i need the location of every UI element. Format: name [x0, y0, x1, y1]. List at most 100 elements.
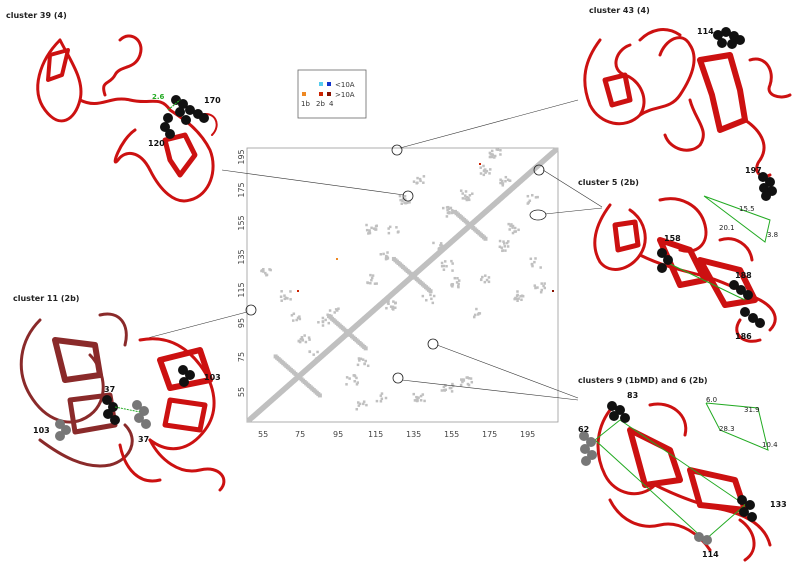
x-tick-155: 155 — [444, 430, 459, 439]
contact-blob — [489, 168, 492, 171]
contact-blob — [403, 201, 406, 204]
x-tick-135: 135 — [406, 430, 421, 439]
panel-title-c11: cluster 11 (2b) — [13, 294, 79, 303]
circle-c11 — [245, 304, 257, 316]
circle-c9a — [427, 338, 439, 350]
contact-blob — [401, 199, 404, 202]
contact-blob — [300, 336, 304, 339]
contact-blob — [280, 299, 283, 302]
y-tick-95: 95 — [237, 318, 246, 328]
contact-blob — [407, 201, 411, 204]
circle-c39 — [402, 190, 414, 202]
contact-blob — [440, 261, 444, 265]
contact-blob — [501, 184, 505, 187]
contact-blob — [461, 197, 465, 200]
contact-blob — [368, 229, 371, 232]
contact-blob — [526, 202, 530, 205]
matrix-contacts — [246, 147, 559, 423]
contact-blob — [303, 334, 306, 337]
contact-blob — [453, 276, 457, 280]
contact-blob — [490, 155, 494, 159]
contact-blob — [357, 404, 361, 407]
contact-blob — [451, 382, 454, 386]
contact-blob — [389, 305, 393, 308]
residue-label-c5-158: 158 — [664, 234, 681, 243]
contact-blob — [466, 376, 469, 379]
spheres-c11-grey — [55, 400, 151, 441]
contact-blob — [298, 340, 302, 344]
residue-label-c11-103-right: 103 — [204, 373, 221, 382]
contact-blob — [363, 362, 366, 365]
legend-swatch-gt10-1b — [302, 92, 306, 96]
contact-blob — [475, 307, 478, 311]
contact-blob — [520, 298, 523, 302]
contact-blob — [491, 153, 495, 157]
residue-label-c39-170: 170 — [204, 96, 221, 105]
contact-blob — [531, 193, 534, 197]
link-c5 — [665, 261, 746, 301]
residue-label-c9-62: 62 — [578, 425, 589, 434]
contact-blob — [403, 195, 407, 198]
contact-blob — [493, 156, 496, 159]
quad-c9 — [705, 402, 769, 451]
contact-blob — [539, 266, 542, 269]
contact-blob — [459, 189, 463, 192]
contact-blob — [507, 222, 510, 226]
contact-blob — [415, 182, 418, 185]
contact-blob — [321, 324, 325, 327]
contact-blob — [503, 245, 507, 248]
contact-blob — [359, 357, 363, 361]
contact-blob — [375, 224, 378, 228]
contact-blob — [465, 198, 469, 202]
contact-blob — [301, 339, 305, 342]
legend-col-4: 4 — [329, 100, 334, 108]
panel-cluster-5: cluster 5 (2b) 15.5 20.1 3.8 158 188 186 — [578, 178, 778, 343]
contact-blob — [469, 377, 473, 380]
leader-c9-b — [401, 379, 579, 401]
contact-blob — [430, 297, 433, 301]
contact-blob — [485, 278, 489, 282]
contact-blob — [457, 279, 461, 282]
contact-blob — [499, 148, 502, 152]
contact-cross — [428, 289, 433, 294]
y-tick-135: 135 — [237, 249, 246, 264]
contact-blob — [392, 308, 395, 311]
contact-blob — [442, 264, 446, 268]
quad-c9-6.0: 6.0 — [706, 396, 717, 404]
contact-blob — [504, 249, 507, 252]
contact-cross — [483, 236, 488, 241]
contact-blob — [520, 294, 524, 297]
y-tick-75: 75 — [237, 352, 246, 362]
contact-blob — [482, 164, 485, 168]
contact-blob — [443, 260, 447, 263]
contact-blob — [440, 389, 444, 392]
circle-c5a — [533, 164, 545, 176]
ribbon-c9 — [596, 402, 772, 562]
residue-label-c11-37-left: 37 — [104, 385, 115, 394]
contact-blob — [283, 294, 286, 297]
contact-blob — [326, 313, 329, 317]
highlight-darkred — [552, 290, 554, 292]
contact-blob — [297, 339, 301, 343]
leader-c39 — [221, 169, 405, 196]
contact-blob — [373, 282, 377, 285]
contact-blob — [395, 226, 398, 229]
x-tick-75: 75 — [295, 430, 305, 439]
contact-blob — [502, 240, 505, 243]
leader-c11 — [139, 311, 248, 341]
contact-blob — [517, 228, 520, 232]
contact-blob — [422, 175, 426, 178]
residue-label-c11-103-left: 103 — [33, 426, 50, 435]
contact-blob — [498, 245, 502, 249]
highlight-red-1 — [297, 290, 299, 292]
contact-blob — [355, 407, 359, 411]
contact-blob — [324, 318, 327, 322]
contact-blob — [514, 230, 518, 233]
contact-blob — [419, 394, 423, 398]
contact-blob — [450, 259, 453, 263]
contact-blob — [442, 385, 446, 389]
contact-blob — [455, 281, 459, 284]
contact-blob — [295, 318, 298, 322]
contact-matrix: 55 75 95 115 135 155 175 195 55 75 95 11… — [237, 144, 559, 439]
contact-blob — [375, 282, 378, 285]
